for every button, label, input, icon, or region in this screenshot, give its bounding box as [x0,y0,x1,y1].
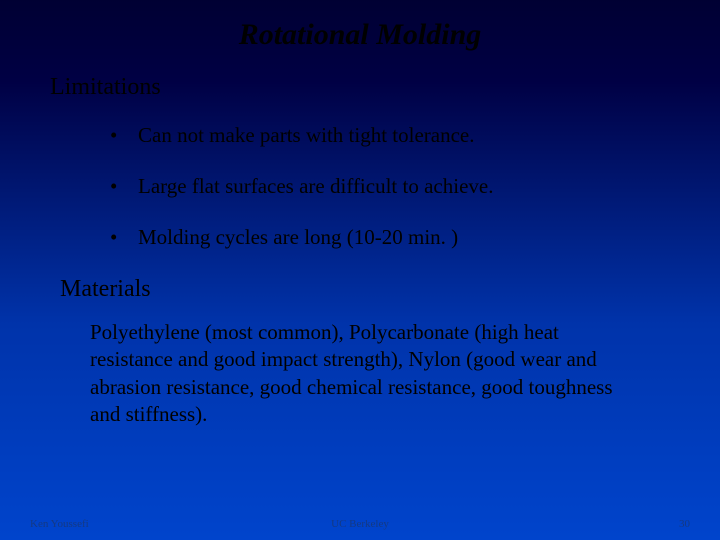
limitations-list: • Can not make parts with tight toleranc… [0,123,720,250]
bullet-icon: • [110,225,138,250]
list-item-text: Large flat surfaces are difficult to ach… [138,174,493,199]
footer-left: Ken Youssefi [30,518,89,530]
bullet-icon: • [110,123,138,148]
limitations-heading: Limitations [0,74,720,101]
list-item-text: Can not make parts with tight tolerance. [138,123,475,148]
list-item: • Can not make parts with tight toleranc… [110,123,720,148]
materials-body: Polyethylene (most common), Polycarbonat… [0,319,720,428]
list-item: • Molding cycles are long (10-20 min. ) [110,225,720,250]
bullet-icon: • [110,174,138,199]
materials-heading: Materials [0,276,720,303]
slide-footer: Ken Youssefi UC Berkeley 30 [0,518,720,530]
slide-title: Rotational Molding [0,0,720,60]
list-item: • Large flat surfaces are difficult to a… [110,174,720,199]
footer-center: UC Berkeley [331,518,389,530]
list-item-text: Molding cycles are long (10-20 min. ) [138,225,458,250]
footer-right: 30 [679,518,690,530]
